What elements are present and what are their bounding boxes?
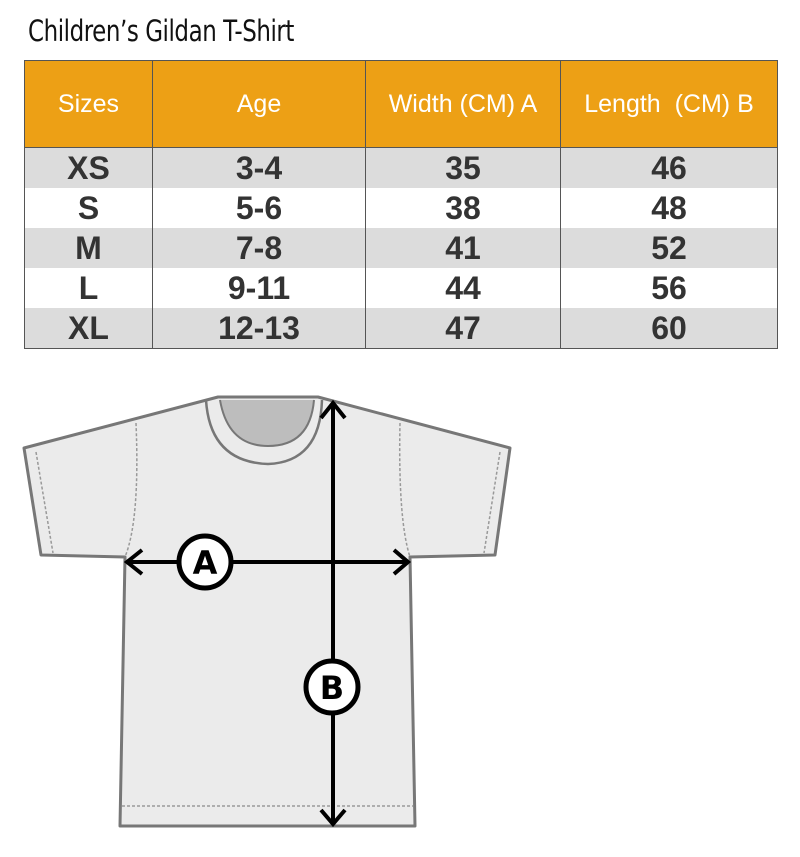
svg-text:B: B	[320, 669, 344, 707]
cell-age: 7-8	[152, 228, 366, 268]
header-length: Length (CM) B	[560, 60, 778, 148]
tshirt-outline	[22, 395, 512, 828]
page-title: Children’s Gildan T-Shirt	[28, 14, 294, 48]
svg-text:A: A	[193, 544, 218, 582]
length-arrow	[319, 399, 347, 828]
header-sizes: Sizes	[24, 60, 153, 148]
label-a-badge: A	[176, 533, 234, 591]
tshirt-diagram: A B	[22, 395, 512, 828]
cell-age: 9-11	[152, 268, 366, 308]
cell-size: L	[24, 268, 153, 308]
cell-length: 56	[560, 268, 778, 308]
cell-size: S	[24, 188, 153, 228]
table-row: XS 3-4 35 46	[24, 147, 778, 188]
cell-width: 44	[365, 268, 561, 308]
cell-age: 5-6	[152, 188, 366, 228]
cell-age: 12-13	[152, 308, 366, 349]
header-age: Age	[152, 60, 366, 148]
cell-size: XL	[24, 308, 153, 349]
cell-age: 3-4	[152, 147, 366, 188]
table-row: S 5-6 38 48	[24, 188, 778, 228]
cell-size: M	[24, 228, 153, 268]
cell-width: 38	[365, 188, 561, 228]
size-chart-table: Sizes Age Width (CM) A Length (CM) B XS 3…	[24, 60, 778, 349]
width-arrow	[123, 548, 412, 576]
cell-length: 52	[560, 228, 778, 268]
cell-width: 35	[365, 147, 561, 188]
cell-length: 60	[560, 308, 778, 349]
header-width: Width (CM) A	[365, 60, 561, 148]
cell-width: 41	[365, 228, 561, 268]
cell-size: XS	[24, 147, 153, 188]
table-header-row: Sizes Age Width (CM) A Length (CM) B	[24, 60, 778, 148]
label-b-badge: B	[303, 658, 361, 716]
cell-width: 47	[365, 308, 561, 349]
cell-length: 48	[560, 188, 778, 228]
cell-length: 46	[560, 147, 778, 188]
table-row: XL 12-13 47 60	[24, 308, 778, 349]
table-row: M 7-8 41 52	[24, 228, 778, 268]
table-row: L 9-11 44 56	[24, 268, 778, 308]
